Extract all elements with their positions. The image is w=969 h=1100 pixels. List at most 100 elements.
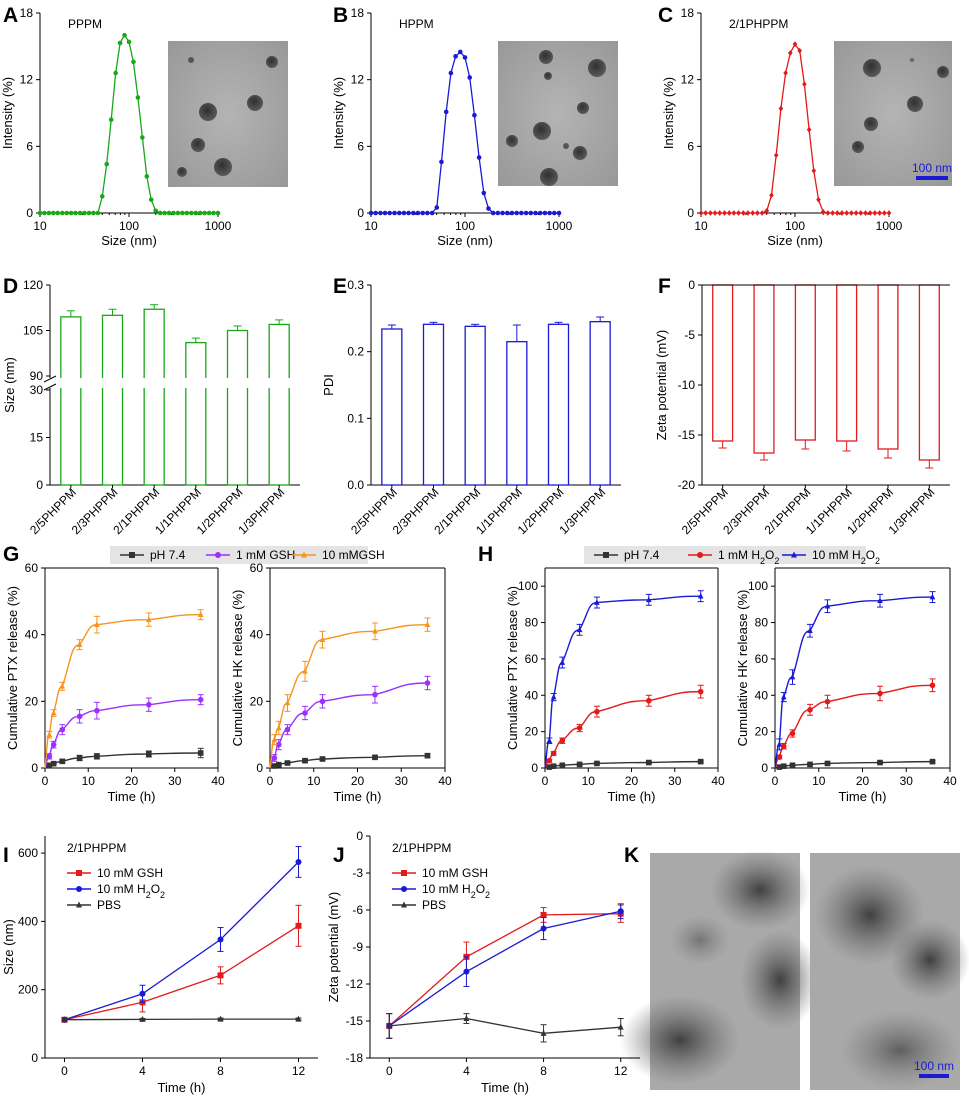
y-tick-label: 40 [25, 628, 39, 642]
x-tick-label: 20 [125, 774, 139, 788]
data-point [617, 908, 624, 915]
data-point [202, 210, 207, 216]
data-point [780, 743, 787, 749]
x-tick-label: 100 [119, 219, 139, 233]
data-point [882, 210, 887, 216]
bar [794, 284, 816, 441]
y-axis-label: Intensity (%) [331, 77, 346, 149]
chart-panel-h-hk: 0 20 40 60 80 100 0 10 20 30 40 Cumulative HK relea… [735, 567, 957, 804]
legend-label: 10 mMGSH [322, 548, 385, 562]
y-tick-label: 100 [518, 579, 538, 593]
data-point [537, 210, 543, 216]
panel-label-a: A [3, 4, 18, 27]
bar [547, 323, 570, 486]
x-tick-label: 10 [582, 774, 596, 788]
series-line [64, 925, 299, 1021]
data-point [68, 210, 74, 216]
data-point [792, 41, 798, 48]
y-tick-label: 0 [687, 206, 694, 220]
data-point [46, 753, 53, 760]
x-tick-label: 40 [211, 774, 225, 788]
data-point [755, 210, 760, 216]
subscript: 2 [861, 556, 866, 566]
data-point [50, 210, 56, 216]
data-point [302, 757, 308, 764]
y-tick-label: -5 [684, 328, 695, 342]
y-tick-label: 0 [31, 761, 38, 775]
legend-box [110, 546, 368, 564]
data-point [825, 210, 831, 216]
y-tick-label: -10 [678, 378, 696, 392]
data-point [95, 210, 101, 216]
data-point [108, 117, 114, 122]
data-point [463, 1015, 470, 1022]
data-point [104, 161, 110, 167]
bar [381, 328, 403, 486]
data-point [275, 741, 282, 748]
data-point [184, 210, 190, 216]
x-axis-label: Time (h) [839, 789, 887, 804]
series-curve [774, 760, 933, 769]
data-point [776, 741, 783, 747]
data-point [550, 693, 557, 700]
x-axis-label: Time (h) [334, 789, 382, 804]
data-point [783, 70, 788, 76]
data-point [467, 75, 472, 80]
x-tick-label: 0 [267, 774, 274, 788]
y-tick-label: 0 [531, 761, 538, 775]
data-point [877, 759, 883, 766]
data-point [295, 858, 302, 865]
x-tick-label: 12 [614, 1064, 628, 1078]
data-point [559, 659, 566, 665]
data-point [453, 54, 458, 59]
y-tick-label: 0 [356, 829, 363, 843]
data-point [368, 210, 374, 216]
y-tick-label: 20 [25, 694, 39, 708]
y-tick-label: 12 [351, 73, 365, 87]
data-point [807, 761, 813, 768]
subscript: 2 [471, 890, 476, 900]
legend-label: 1 mM H2O2 [718, 548, 779, 566]
data-point [295, 922, 302, 929]
bar [589, 321, 611, 486]
legend-label: 10 mM GSH [97, 866, 163, 880]
y-tick-label: 0 [256, 761, 263, 775]
data-point [73, 210, 78, 216]
data-point [820, 208, 826, 215]
data-point [139, 990, 146, 997]
scale-bar-c [916, 176, 948, 180]
data-point [509, 210, 515, 216]
legend-marker [401, 901, 407, 908]
x-tick-label: 40 [438, 774, 452, 788]
data-point [50, 709, 57, 716]
data-point [50, 741, 57, 748]
panel-label-g: G [3, 543, 19, 566]
chart-panel-a: 0 6 12 18 10 100 1000 Intensity (%) Size (nm) PPP… [0, 6, 232, 248]
data-point [824, 698, 831, 705]
chart-panel-g-ptx: 0 20 40 60 0 10 20 30 40 Cumulative PTX release (… [5, 561, 225, 804]
x-tick-label: 20 [351, 774, 365, 788]
x-tick-label: 100 [455, 219, 475, 233]
data-point [778, 105, 784, 112]
y-tick-label: 0.0 [347, 478, 364, 492]
series-curve [544, 690, 701, 769]
data-point [319, 636, 326, 642]
bar [226, 329, 249, 486]
data-point [113, 70, 118, 76]
series-curve [269, 682, 428, 769]
data-point [146, 616, 152, 622]
x-axis-label: Size (nm) [767, 233, 823, 248]
legend-label: pH 7.4 [624, 548, 660, 562]
legend-marker [215, 552, 221, 558]
x-tick-label: 10 [307, 774, 321, 788]
data-point [94, 707, 100, 714]
data-point [717, 210, 722, 216]
legend-marker [76, 870, 82, 876]
data-point [131, 59, 136, 65]
legend-marker [791, 551, 797, 558]
data-point [76, 755, 83, 761]
data-point [708, 210, 713, 216]
data-point [769, 192, 774, 199]
data-point [139, 1015, 146, 1022]
x-tick-label: 30 [395, 774, 409, 788]
